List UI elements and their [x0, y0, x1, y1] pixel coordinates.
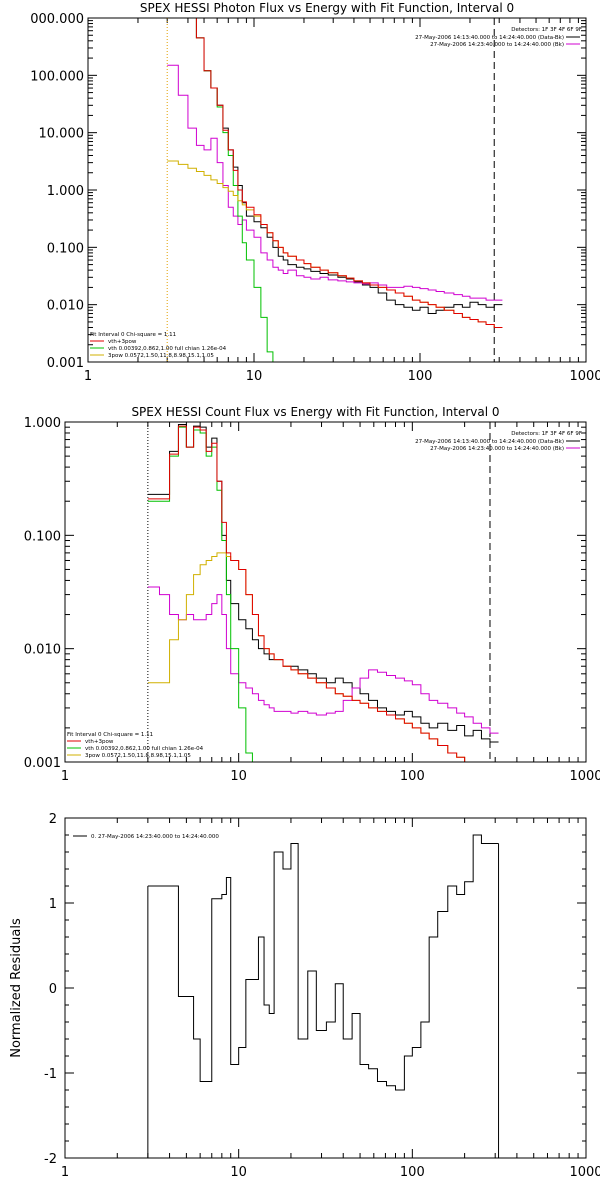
detectors-label: Detectors: 1F 3F 4F 6F 9F	[511, 27, 582, 33]
plot-frame	[64, 817, 587, 1159]
x-tick-label: 1	[61, 1165, 69, 1180]
chart-title: SPEX HESSI Photon Flux vs Energy with Fi…	[140, 1, 514, 15]
series-line-5	[167, 18, 503, 328]
y-tick-label: 0.010	[24, 643, 61, 658]
y-tick-label: -1	[44, 1067, 57, 1082]
chart-title: SPEX HESSI Count Flux vs Energy with Fit…	[131, 405, 499, 419]
interval-label: 27-May-2006 14:13:40.000 to 14:24:40.000…	[415, 35, 564, 41]
y-tick-label: 1.000	[24, 416, 61, 431]
x-tick-label: 100	[400, 769, 425, 784]
plot-frame	[64, 421, 587, 763]
series-line-1	[147, 424, 499, 743]
series-line-3	[167, 18, 282, 362]
chart-panel-1: SPEX HESSI Photon Flux vs Energy with Fi…	[30, 1, 600, 384]
y-tick-label: 2	[49, 812, 57, 827]
interval-label: 27-May-2006 14:13:40.000 to 14:24:40.000…	[415, 439, 564, 445]
legend-entry: 3pow 0.0572,1.50,11.8,8.98,15.1,1.05	[108, 353, 214, 359]
series-group-2	[147, 424, 499, 762]
series-line-1	[147, 834, 499, 1091]
y-tick-label: 0.100	[24, 529, 61, 544]
series-group-1	[167, 18, 503, 362]
x-tick-label: 1	[61, 769, 69, 784]
y-tick-label: 0.001	[24, 756, 61, 771]
x-tick-label: 1000	[569, 1165, 600, 1180]
series-line-4	[167, 160, 503, 328]
legend-entry: vth+3pow	[108, 339, 137, 345]
series-line-1	[167, 18, 503, 315]
plot-frame	[87, 17, 587, 363]
x-tick-label: 100	[408, 369, 433, 384]
x-tick-label: 10	[230, 1165, 247, 1180]
legend-entry: vth 0.00392,0.862,1.00 full chian 1.26e-…	[85, 746, 204, 752]
fit-legend-title: Fit Interval 0 Chi-square = 1.11	[90, 332, 176, 338]
y-tick-label: 100.000	[30, 69, 84, 84]
legend-entry: vth 0.00392,0.862,1.00 full chian 1.26e-…	[108, 346, 227, 352]
y-tick-label: 0.001	[47, 356, 84, 371]
legend-entry: 3pow 0.0572,1.50,11.8,8.98,15.1,1.05	[85, 753, 191, 759]
y-tick-label: 0.100	[47, 241, 84, 256]
y-tick-label: 0	[49, 982, 57, 997]
series-line-2	[147, 586, 499, 734]
interval-label: 27-May-2006 14:23:40.000 to 14:24:40.000…	[430, 446, 564, 452]
y-tick-label: -2	[44, 1152, 57, 1167]
x-tick-label: 10	[230, 769, 247, 784]
x-tick-label: 10	[246, 369, 263, 384]
fit-legend-title: Fit Interval 0 Chi-square = 1.11	[67, 732, 153, 738]
series-line-5	[147, 425, 474, 762]
y-tick-label: 000.000	[30, 12, 84, 27]
series-line-4	[147, 552, 474, 762]
interval-label: 27-May-2006 14:23:40.000 to 14:24:40.000…	[430, 42, 564, 48]
y-axis-label: Normalized Residuals	[9, 918, 24, 1058]
x-tick-label: 1000	[569, 769, 600, 784]
series-group-3	[147, 834, 500, 1158]
y-tick-label: 0.010	[47, 299, 84, 314]
x-tick-label: 100	[400, 1165, 425, 1180]
detectors-label: Detectors: 1F 3F 4F 6F 9F	[511, 431, 582, 437]
y-tick-label: 1	[49, 897, 57, 912]
chart-panel-2: SPEX HESSI Count Flux vs Energy with Fit…	[24, 405, 600, 784]
legend-entry: 0. 27-May-2006 14:23:40.000 to 14:24:40.…	[91, 834, 219, 840]
y-tick-label: 1.000	[47, 184, 84, 199]
legend-entry: vth+3pow	[85, 739, 114, 745]
x-tick-label: 1000	[569, 369, 600, 384]
y-tick-label: 10.000	[39, 127, 85, 142]
x-tick-label: 1	[84, 369, 92, 384]
series-line-2	[167, 64, 503, 301]
chart-panel-3: Normalized Residuals 1 10 100 1000 -2 -1 0 1 2 0. …	[9, 812, 600, 1180]
